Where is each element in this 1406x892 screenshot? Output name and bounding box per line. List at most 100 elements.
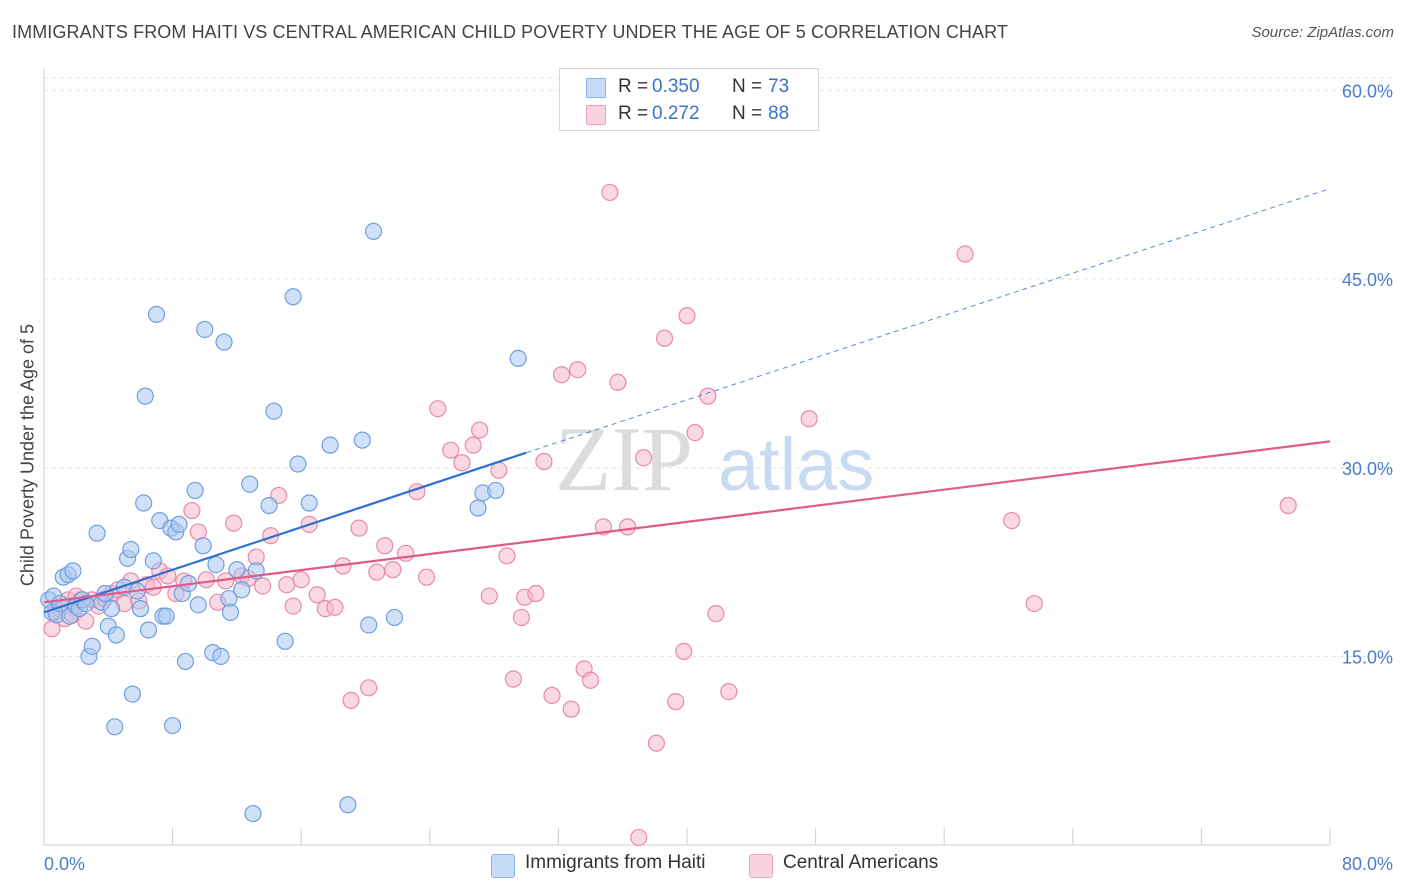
haiti-point [136,387,154,405]
r-value: 0.272 [652,103,700,124]
r-label: R = [618,76,649,97]
haiti-point [244,804,262,823]
central-americans-point [1003,511,1021,530]
haiti-point [265,402,283,420]
central-americans-point [350,519,368,537]
haiti-point [123,685,142,703]
central-americans-point [1025,594,1043,613]
y-tick-label: 30.0% [1342,459,1393,479]
haiti-point [353,431,371,449]
central-americans-point [464,436,482,454]
source-credit: Source: ZipAtlas.com [1251,24,1394,41]
haiti-point [106,718,124,736]
haiti-point [360,616,378,634]
central-americans-point [707,605,725,623]
watermark-atlas: atlas [718,423,874,506]
haiti-trend-extension [526,188,1331,454]
central-americans-point [720,682,738,701]
central-americans-point [284,597,302,615]
haiti-point [509,349,527,367]
central-americans-point [527,584,545,603]
central-americans-point [376,537,394,555]
central-americans-point [360,679,378,697]
central-americans-point [581,671,600,689]
central-americans-point [647,734,666,752]
central-americans-point [498,547,516,565]
haiti-point [186,481,204,500]
haiti-point [364,222,383,240]
haiti-point [207,556,225,574]
central-americans-point [308,586,326,604]
central-americans-point [699,387,717,405]
haiti-point [221,603,240,621]
central-americans-points [43,183,1297,847]
central-americans-point [197,571,215,589]
central-americans-point [678,307,696,325]
central-americans-point [553,366,571,384]
central-americans-point [535,452,553,471]
central-americans-point [368,563,386,581]
haiti-point [144,552,162,570]
haiti-point [321,436,339,454]
central-americans-point [634,449,653,467]
haiti-point [487,481,505,500]
central-americans-point [442,441,460,459]
haiti-point [164,716,182,735]
haiti-point [469,499,487,517]
haiti-point [157,607,175,625]
central-americans-point [630,828,648,847]
central-americans-point [480,587,498,605]
central-americans-point [1279,496,1297,515]
central-americans-point [278,576,296,594]
central-americans-point [429,400,447,418]
central-americans-point [183,501,201,520]
central-americans-point [292,571,310,589]
central-americans-point [453,454,471,472]
central-americans-point [543,686,561,704]
haiti-point [88,524,106,542]
central-americans-point [655,329,674,347]
central-americans-point [342,691,360,710]
central-americans-point [667,693,685,711]
central-americans-point [956,245,974,263]
r-value: 0.350 [652,76,700,97]
central-americans-point [326,598,344,616]
legend-label-central-americans: Central Americans [783,852,939,873]
central-americans-point [504,670,522,688]
central-americans-point [675,642,693,660]
n-value: 73 [768,76,790,97]
legend-swatch-central-americans [586,105,606,125]
trend-lines [43,188,1331,614]
legend-swatch-haiti [586,78,606,98]
haiti-point [196,320,214,339]
central-americans-point [800,410,818,428]
central-americans-point [618,518,637,536]
haiti-point [276,632,294,650]
haiti-point [228,561,246,579]
haiti-point [139,621,158,639]
central-americans-point [562,700,580,718]
haiti-point [385,608,404,627]
haiti-point [170,515,188,533]
x-tick-label: 0.0% [44,854,85,874]
central-americans-point [384,561,402,579]
haiti-point [176,652,195,671]
n-label: N = [732,76,763,97]
legend-label-haiti: Immigrants from Haiti [525,852,706,873]
central-americans-point [471,421,489,439]
haiti-trend-line [43,451,527,614]
haiti-point [300,494,318,512]
haiti-point [122,540,140,559]
haiti-point [83,637,101,655]
central-americans-point [686,423,704,442]
haiti-points [40,222,527,823]
haiti-point [241,475,259,493]
n-value: 88 [768,103,790,124]
central-americans-point [417,568,436,586]
haiti-point [284,288,302,306]
haiti-point [194,537,212,555]
y-tick-label: 60.0% [1342,82,1393,102]
central-americans-point [512,608,531,627]
haiti-point [107,626,125,644]
